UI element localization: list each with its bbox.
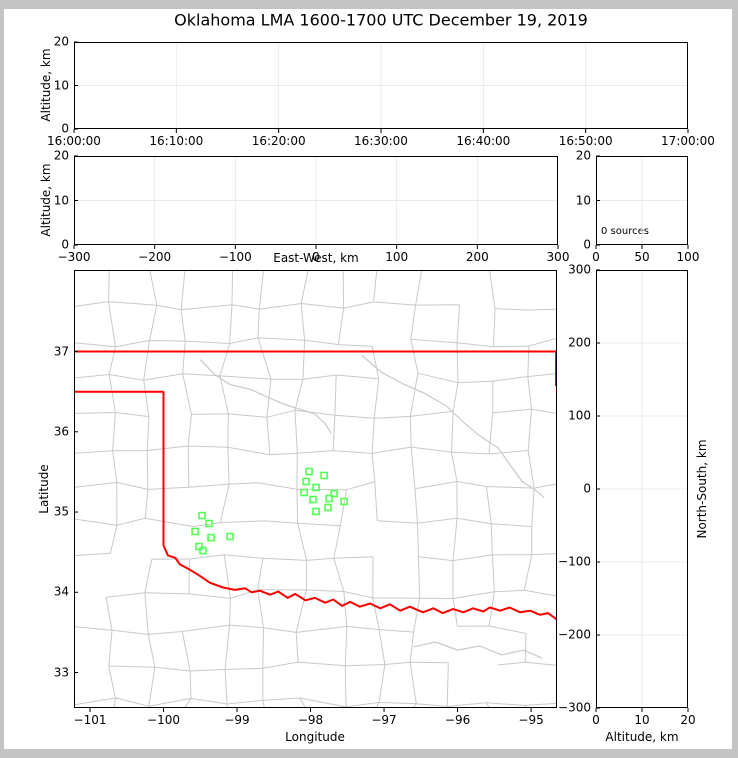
tick-label: 16:10:00	[149, 134, 204, 148]
tick-label: −300	[57, 250, 91, 264]
tick-label: −100	[558, 554, 591, 569]
river-line	[199, 359, 332, 434]
lma-station-marker	[195, 542, 203, 551]
lma-station-marker	[312, 483, 320, 492]
tick-label: 16:30:00	[354, 134, 408, 148]
lma-station-marker	[324, 503, 332, 512]
tick-label: −101	[73, 713, 107, 727]
tick-label: 0	[583, 237, 591, 252]
tick-label: −300	[558, 700, 591, 715]
time-height-ylabel: Altitude, km	[39, 48, 53, 122]
map-ylabel: Latitude	[37, 464, 51, 514]
lma-station-marker	[340, 497, 348, 506]
figure-canvas	[4, 9, 732, 749]
tick-label: 16:20:00	[251, 134, 306, 148]
ew-height-xlabel: East-West, km	[273, 251, 359, 265]
tick-label: 34	[53, 584, 69, 599]
lma-station-marker	[309, 495, 317, 504]
tick-label: 10	[53, 193, 69, 207]
tick-label: 300	[568, 262, 591, 277]
tick-label: 0	[592, 250, 600, 264]
river-line	[413, 641, 543, 659]
tick-label: 20	[680, 713, 696, 727]
tick-label: −100	[147, 713, 180, 727]
lma-station-marker	[226, 532, 234, 541]
tick-label: 33	[53, 665, 69, 680]
tick-label: 17:00:00	[661, 134, 715, 148]
tick-label: 100	[568, 408, 591, 423]
tick-label: 35	[53, 504, 69, 519]
tick-label: 20	[53, 34, 69, 49]
lma-station-marker	[320, 471, 328, 480]
oklahoma-state-border	[162, 545, 557, 621]
tick-label: −96	[444, 713, 471, 727]
tick-label: 16:50:00	[558, 134, 613, 148]
tick-label: 100	[385, 250, 409, 264]
lma-station-marker	[312, 507, 320, 516]
panel-frame	[74, 270, 557, 708]
tick-label: −99	[224, 713, 250, 727]
time-height-panel[interactable]	[73, 41, 689, 133]
ns-height-panel[interactable]	[595, 269, 689, 712]
tick-label: 0	[61, 237, 69, 252]
lma-station-marker	[300, 488, 308, 497]
tick-label: 20	[575, 148, 591, 163]
tick-label: 200	[465, 250, 489, 264]
figure-title: Oklahoma LMA 1600-1700 UTC December 19, …	[174, 10, 588, 30]
map-panel[interactable]	[74, 270, 557, 712]
lma-station-marker	[205, 519, 213, 528]
tick-label: −98	[297, 713, 324, 727]
tick-label: 16:00:00	[47, 134, 101, 148]
map-xlabel: Longitude	[285, 730, 345, 744]
tick-label: −100	[218, 250, 252, 264]
tick-label: 20	[53, 148, 69, 163]
tick-label: 10	[634, 713, 650, 727]
tick-label: −97	[371, 713, 397, 727]
tick-label: 10	[53, 78, 69, 92]
lma-station-marker	[191, 527, 199, 536]
tick-label: 100	[676, 250, 700, 264]
lma-station-marker	[325, 494, 333, 503]
ew-height-ylabel: Altitude, km	[39, 163, 53, 237]
lma-station-marker	[330, 489, 338, 498]
stations-hist-panel[interactable]	[595, 155, 689, 249]
lma-station-marker	[302, 477, 310, 486]
ns-height-xlabel: Altitude, km	[605, 730, 679, 744]
source-count-annotation: 0 sources	[601, 226, 649, 237]
tick-label: 0	[592, 713, 600, 727]
tick-label: 50	[634, 250, 650, 264]
lma-station-marker	[305, 467, 313, 476]
tick-label: 200	[568, 335, 591, 350]
tick-label: 0	[583, 481, 591, 496]
tick-label: 10	[575, 193, 591, 207]
tick-label: 37	[53, 344, 69, 359]
tick-label: 0	[312, 250, 320, 264]
tick-label: 0	[61, 121, 69, 136]
lma-station-marker	[207, 533, 215, 542]
ns-height-ylabel: North-South, km	[695, 439, 709, 539]
lma-station-marker	[199, 546, 207, 555]
tick-label: −200	[138, 250, 172, 264]
tick-label: −95	[518, 713, 544, 727]
lma-station-marker	[198, 511, 206, 520]
tick-label: 16:40:00	[456, 134, 511, 148]
tick-label: 36	[53, 424, 69, 439]
county-borders	[74, 270, 557, 708]
tick-label: −200	[558, 627, 591, 642]
river-line	[361, 355, 545, 499]
ew-height-panel[interactable]	[73, 155, 559, 249]
tick-label: 300	[546, 250, 570, 264]
